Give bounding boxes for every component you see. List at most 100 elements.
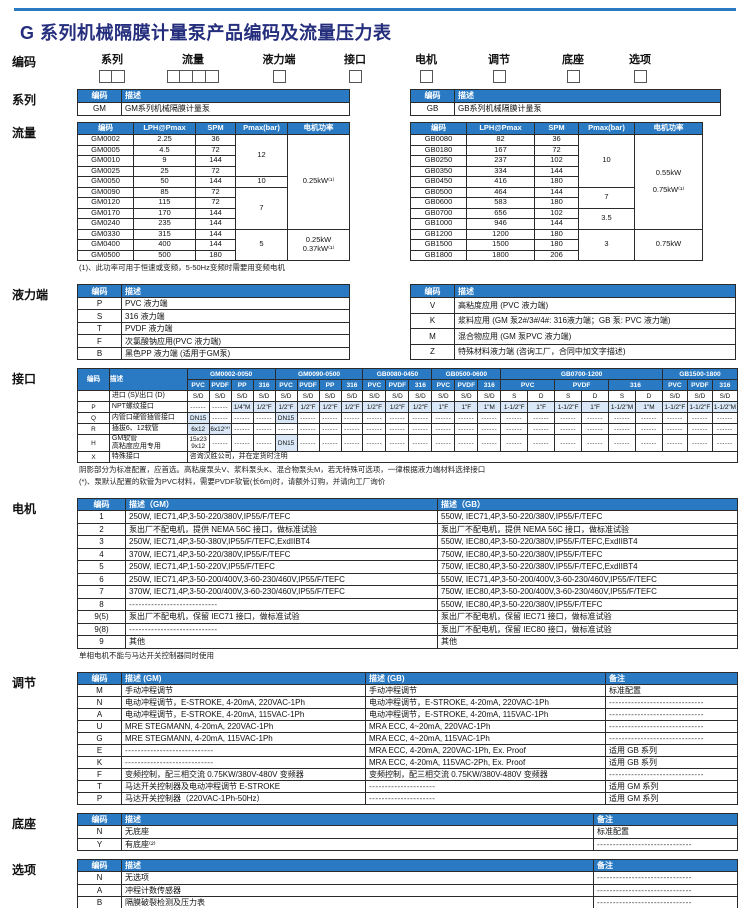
cell: 适用 GM 系列: [605, 780, 738, 794]
adjust-section: 调节 编码 描述 (GM) 描述 (GB) 备注 M 手动冲程调节 手动冲程调节 标准配置 N 电…: [12, 672, 738, 806]
header-cell: PVC: [431, 379, 456, 392]
table-row: 9 其他 其他: [77, 635, 738, 649]
table-row: P NPT螺纹接口 ------ ------ 1/4"M 1/2"F 1/2"F 1/2"F…: [77, 401, 739, 414]
code-box: [272, 70, 286, 83]
cell: 9(5): [77, 610, 126, 624]
cell: 0.55kW 0.75kW⁽¹⁾: [634, 134, 703, 230]
table-row: 3 250W, IEC71,4P,3-50-380V,IP55/F/TEFC,Ex…: [77, 535, 738, 549]
table-row: 8 ---------------------------- 550W, IEC80…: [77, 597, 738, 612]
cell: 170: [133, 207, 196, 219]
cell: 550W, IEC71,4P,3-50-200/400V,3-60-230/46…: [437, 572, 738, 587]
cell: GM0170: [77, 207, 134, 219]
table-row: 4 370W, IEC71,4P,3-50-220/380V,IP55/F/TEF…: [77, 547, 738, 562]
cell: T: [77, 780, 122, 794]
cell: M: [410, 328, 455, 345]
cell: 0.75kW: [634, 228, 703, 261]
cell: 316 液力端: [121, 309, 350, 323]
cell: 9: [77, 635, 126, 649]
table-row: GM0005 4.5 72: [77, 144, 350, 156]
cell: 7: [235, 186, 288, 230]
interface-section-label: 接口: [12, 372, 37, 387]
cell: 特殊接口: [108, 451, 188, 464]
cell: 插拔6、12软管: [108, 423, 188, 436]
cell: ------: [686, 423, 713, 436]
table-row: GB0080 82 36 10 0.55kW 0.75kW⁽¹⁾: [410, 134, 703, 230]
cell: 1/2"F: [340, 401, 364, 414]
cell: R: [77, 423, 110, 436]
cell: 144: [534, 165, 579, 177]
code-field-adjust: 调节: [461, 51, 537, 83]
table-row: 编码 描述: [77, 89, 350, 103]
cell: V: [410, 296, 455, 314]
cell: GB0500: [410, 186, 467, 198]
table-row: T PVDF 液力端: [77, 321, 350, 336]
cell: 1-1/2"F: [500, 401, 529, 414]
cell: ------: [711, 412, 739, 425]
cell: ------: [431, 423, 456, 436]
cell: GB1000: [410, 218, 467, 230]
header-cell: PVC: [186, 379, 210, 392]
cell: 1/2"F: [408, 401, 433, 414]
cell: S/D: [274, 390, 298, 403]
cell: 3.5: [578, 207, 635, 230]
cell: 标准配置: [593, 825, 738, 839]
table-row: GM0240 235 144: [77, 218, 350, 230]
header-cell: Pmax(bar): [235, 122, 288, 135]
cell: ------: [208, 434, 232, 453]
cell: ------: [431, 412, 456, 425]
cell: 其他: [125, 635, 438, 649]
cell: 400: [133, 239, 196, 251]
code-field-label: 接口: [344, 54, 366, 66]
cell: 115: [133, 197, 196, 209]
table-row: GM0500 500 180: [77, 249, 350, 261]
cell: ------: [661, 423, 688, 436]
cell: ------------------------------: [593, 837, 738, 852]
cell: 180: [534, 239, 579, 251]
table-row: B 隔膜破裂检测及压力表 -----------------------------…: [77, 896, 738, 908]
cell: ------: [252, 423, 276, 436]
table-row: 2 泵出厂不配电机，提供 NEMA 56C 接口，做标准试验 泵出厂不配电机，提供 …: [77, 522, 738, 537]
cell: 高粘度应用 (PVC 液力端): [454, 296, 736, 314]
cell: ------: [608, 423, 636, 436]
cell: 12: [235, 134, 288, 177]
cell: ------: [661, 434, 688, 453]
table-row: GM0050 50 144 10: [77, 176, 350, 188]
cell: 5: [235, 228, 288, 261]
header-cell: GB0080-0450: [362, 368, 433, 381]
header-cell: 描述: [454, 89, 721, 103]
cell: PVDF 液力端: [121, 321, 350, 336]
cell: DN15: [274, 412, 298, 425]
header-cell: 316: [408, 379, 433, 392]
header-cell: 描述 (GB): [365, 672, 606, 686]
table-row: N 电动冲程调节，E-STROKE, 4-20mA, 220VAC-1Ph 电动冲程…: [77, 696, 738, 710]
table-row: 编码 LPH@Pmax SPM Pmax(bar) 电机功率: [77, 122, 350, 135]
table-row: 7 370W, IEC71,4P,3-50-200/400V,3-60-230/4…: [77, 585, 738, 599]
cell: S: [77, 309, 122, 323]
cell: 1/2"F: [385, 401, 410, 414]
code-box: [99, 70, 112, 83]
header-cell: PVC: [661, 379, 688, 392]
table-row: GM0090 85 72 7: [77, 186, 350, 230]
code-field-label: 液力端: [262, 54, 296, 66]
cell: 1-1/2"F: [686, 401, 713, 414]
cell: GB0350: [410, 165, 467, 177]
cell: 有底座⁽²⁾: [121, 837, 594, 852]
header-cell: 电机功率: [634, 122, 703, 135]
header-cell: 描述: [121, 859, 594, 873]
interface-footnote-1: 阴影部分为标准配置，应首选。高粘度泵头V、浆料泵头K、混合物泵头M，若无特殊可选…: [79, 465, 486, 475]
cell: 144: [534, 218, 579, 230]
cell: ------: [454, 423, 479, 436]
cell: 235: [133, 218, 196, 230]
cell: 隔膜破裂检测及压力表: [121, 896, 594, 908]
cell: 144: [195, 239, 236, 251]
cell: ------: [477, 412, 502, 425]
base-table: 编码 描述 备注 N 无底座 标准配置 Y 有底座⁽²⁾ -------------------…: [77, 813, 738, 852]
cell: B: [77, 896, 122, 908]
cell: Q: [77, 412, 110, 425]
series-gb-table: 编码 描述 GB GB系列机械隔膜计量泵: [410, 89, 721, 116]
cell: ------------------------------: [593, 896, 738, 908]
table-row: GM0400 400 144: [77, 239, 350, 251]
cell: ------: [230, 412, 254, 425]
cell: 1-1/2"M: [711, 401, 739, 414]
